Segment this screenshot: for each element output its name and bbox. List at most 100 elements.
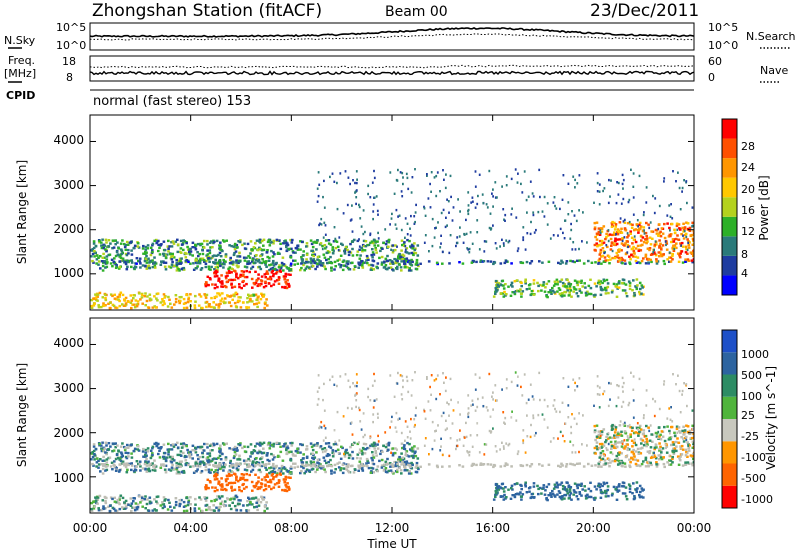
velocity-cell (607, 404, 610, 408)
velocity-cell (214, 486, 217, 489)
power-cell (136, 245, 140, 248)
power-cell (530, 293, 534, 296)
velocity-cell (155, 444, 158, 448)
velocity-cell (513, 495, 517, 499)
power-cell (273, 280, 277, 283)
velocity-cell (532, 416, 535, 420)
velocity-cell (414, 371, 416, 374)
velocity-cell (151, 447, 154, 450)
velocity-cell (226, 477, 229, 480)
velocity-cell (151, 468, 155, 472)
power-cell (678, 186, 681, 190)
power-cell (675, 222, 679, 225)
power-cell (313, 261, 316, 264)
power-cell (242, 301, 245, 304)
power-cell (510, 177, 513, 181)
power-cell (623, 289, 627, 292)
power-cell (668, 251, 671, 254)
velocity-cell (326, 464, 329, 468)
velocity-cell (336, 462, 339, 465)
velocity-cell (96, 502, 99, 505)
power-cell (574, 288, 578, 291)
power-cell (402, 260, 406, 263)
power-cell (649, 221, 652, 224)
velocity-cell (621, 484, 624, 488)
velocity-cell (205, 462, 208, 466)
velocity-cell (402, 463, 406, 466)
power-cell (528, 287, 531, 290)
velocity-cell (198, 455, 201, 459)
power-cell (387, 241, 391, 244)
velocity-cell (662, 456, 665, 459)
velocity-cell (494, 490, 498, 493)
power-cell (681, 245, 685, 248)
power-cell (356, 178, 358, 181)
velocity-cell (609, 461, 612, 464)
velocity-cell (632, 416, 635, 419)
velocity-cell (200, 445, 204, 449)
velocity-cell (259, 482, 263, 485)
power-cell (655, 262, 659, 265)
velocity-cell (338, 461, 341, 464)
velocity-cell (220, 488, 223, 491)
power-cell (648, 247, 652, 250)
velocity-cell (586, 493, 589, 496)
power-cell (558, 288, 562, 291)
power-cell (691, 243, 694, 246)
velocity-cell (617, 384, 620, 388)
velocity-cell (621, 440, 624, 443)
power-cell (527, 284, 531, 287)
power-cell (286, 243, 289, 246)
velocity-cell (312, 461, 316, 464)
velocity-cell (655, 446, 658, 449)
velocity-cell (319, 445, 323, 448)
power-cell (127, 252, 130, 255)
velocity-cell (636, 447, 640, 451)
power-cell (206, 253, 210, 256)
power-cell (613, 221, 616, 225)
velocity-cell (334, 442, 337, 445)
power-cell (125, 253, 129, 257)
velocity-cell (259, 457, 262, 461)
power-cell (581, 240, 583, 243)
velocity-cell (654, 457, 658, 460)
power-cell (235, 275, 238, 279)
power-cell (99, 255, 102, 258)
power-cell (170, 306, 174, 309)
power-cell (549, 237, 552, 240)
power-cell (691, 261, 694, 264)
velocity-cell (158, 449, 161, 452)
power-cell (567, 294, 571, 297)
velocity-cell (153, 459, 156, 462)
power-cell (552, 234, 555, 237)
power-cell (343, 252, 347, 255)
velocity-cell (640, 487, 644, 490)
power-cell (93, 255, 96, 258)
velocity-cell (601, 450, 605, 453)
colorbar-segment (722, 275, 737, 295)
velocity-cell (312, 444, 315, 447)
velocity-cell (97, 459, 100, 462)
power-cell (404, 217, 407, 220)
velocity-cell (608, 381, 610, 385)
power-cell (180, 267, 184, 271)
power-cell (124, 302, 128, 305)
power-cell (148, 261, 151, 264)
power-cell (268, 277, 272, 280)
power-cell (136, 242, 140, 245)
power-cell (94, 293, 97, 296)
power-cell (575, 219, 578, 223)
power-cell (437, 221, 439, 224)
velocity-cell (387, 469, 391, 473)
velocity-cell (161, 506, 165, 510)
velocity-cell (595, 441, 599, 444)
power-cell (310, 260, 313, 263)
velocity-cell (242, 487, 246, 490)
power-cell (293, 263, 296, 266)
power-cell (520, 295, 523, 298)
power-cell (578, 247, 580, 251)
velocity-cell (317, 462, 321, 465)
power-cell (377, 237, 380, 240)
power-cell (636, 256, 640, 259)
velocity-cell (643, 441, 647, 444)
